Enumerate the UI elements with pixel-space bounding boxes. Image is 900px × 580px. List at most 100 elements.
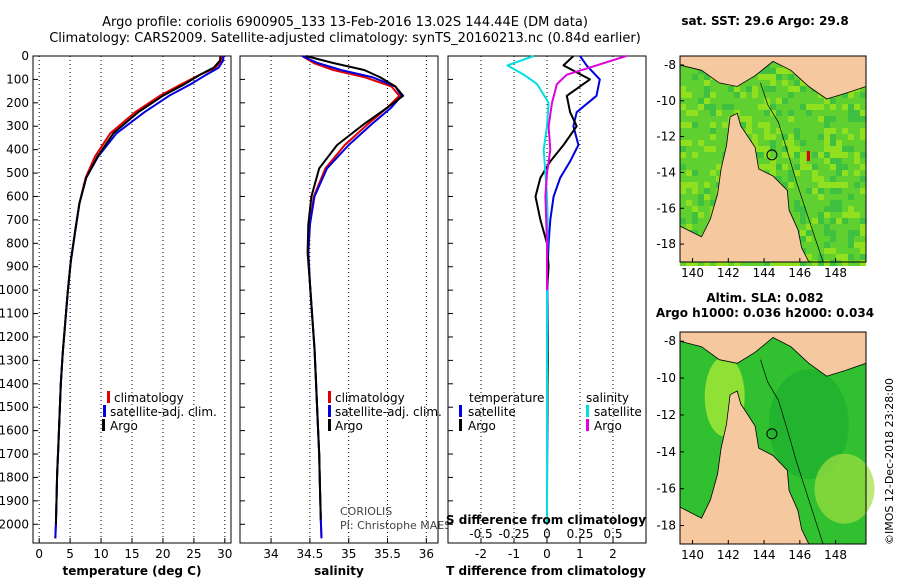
sst-pixel [686, 110, 692, 116]
sst-pixel [848, 200, 854, 206]
map-y-tick-label: -16 [656, 482, 676, 496]
sst-pixel [782, 122, 788, 128]
sst-pixel [812, 140, 818, 146]
sst-pixel [854, 98, 860, 104]
depth-tick-label: 1200 [0, 330, 29, 344]
sst-pixel [842, 212, 848, 218]
sst-pixel [782, 74, 788, 80]
series-line-argo [305, 55, 405, 520]
sst-pixel [716, 92, 722, 98]
sst-pixel [710, 140, 716, 146]
difference-legend: temperature satellite Argo salinity sate… [459, 391, 642, 433]
sst-pixel [842, 242, 848, 248]
sst-pixel [806, 194, 812, 200]
sst-pixel [794, 110, 800, 116]
legend-climatology: climatology [114, 391, 184, 405]
sst-pixel [854, 230, 860, 236]
sst-pixel [824, 164, 830, 170]
sst-pixel [770, 104, 776, 110]
sst-pixel [806, 236, 812, 242]
sst-pixel [716, 170, 722, 176]
sst-pixel [842, 224, 848, 230]
sst-pixel [686, 212, 692, 218]
depth-tick-label: 200 [6, 96, 29, 110]
sst-pixel [698, 146, 704, 152]
sst-highlight-pixel [806, 150, 810, 161]
sst-pixel [818, 164, 824, 170]
sst-pixel [788, 200, 794, 206]
sst-pixel [854, 146, 860, 152]
sst-pixel [686, 170, 692, 176]
sst-pixel [680, 140, 686, 146]
legend-sal-argo: Argo [594, 419, 622, 433]
sst-pixel [716, 104, 722, 110]
sst-pixel [800, 164, 806, 170]
sst-pixel [800, 98, 806, 104]
imos-credit: ©IMOS 12-Dec-2018 23:28:00 [883, 378, 896, 545]
sst-pixel [722, 104, 728, 110]
sst-pixel [806, 98, 812, 104]
sst-pixel [854, 206, 860, 212]
legend-temp-satellite: satellite [468, 405, 516, 419]
sst-pixel [812, 92, 818, 98]
depth-tick-label: 1100 [0, 307, 29, 321]
sst-pixel [710, 176, 716, 182]
depth-tick-label: 400 [6, 143, 29, 157]
top-x-tick-label: -0.25 [498, 527, 529, 541]
sst-pixel [782, 110, 788, 116]
sst-pixel [818, 242, 824, 248]
sst-pixel [830, 200, 836, 206]
sst-pixel [716, 86, 722, 92]
sst-pixel [704, 92, 710, 98]
sst-field [679, 55, 867, 266]
map-y-tick-label: -14 [656, 445, 676, 459]
sst-pixel [692, 128, 698, 134]
sst-pixel [794, 194, 800, 200]
sst-pixel [818, 116, 824, 122]
sst-pixel [698, 176, 704, 182]
sst-pixel [824, 200, 830, 206]
top-x-tick-label: 0 [543, 527, 551, 541]
sst-pixel [758, 74, 764, 80]
salinity-difference-axis: -0.5 -0.25 0 0.25 0.5 [469, 527, 622, 541]
temperature-x-axis: 0 5 10 15 20 25 30 [35, 538, 232, 561]
depth-axis: 0 100 200 300 400 500 600 700 800 900 1000 1100 1200… [0, 49, 29, 531]
sst-pixel [692, 170, 698, 176]
sst-pixel [698, 152, 704, 158]
sst-pixel [794, 122, 800, 128]
sst-pixel [854, 122, 860, 128]
sst-pixel [698, 80, 704, 86]
sst-pixel [800, 86, 806, 92]
sst-pixel [860, 134, 866, 140]
sst-pixel [830, 194, 836, 200]
sst-pixel [800, 224, 806, 230]
sst-pixel [716, 158, 722, 164]
sst-pixel [704, 140, 710, 146]
legend-swatch-sal-argo [586, 419, 589, 431]
sst-pixel [782, 176, 788, 182]
sst-pixel [782, 116, 788, 122]
sst-pixel [752, 110, 758, 116]
sst-pixel [716, 164, 722, 170]
sst-pixel [806, 254, 812, 260]
sst-pixel [770, 62, 776, 68]
sst-pixel [716, 152, 722, 158]
map-y-tick-label: -14 [656, 165, 676, 179]
sst-pixel [800, 176, 806, 182]
sst-pixel [704, 164, 710, 170]
sst-pixel [692, 104, 698, 110]
sst-pixel [842, 236, 848, 242]
sst-pixel [758, 110, 764, 116]
sst-pixel [830, 260, 836, 266]
sst-pixel [776, 116, 782, 122]
sst-pixel [794, 206, 800, 212]
sst-pixel [692, 212, 698, 218]
sst-pixel [848, 110, 854, 116]
sst-pixel [764, 140, 770, 146]
sst-pixel [728, 104, 734, 110]
depth-contour [760, 82, 824, 263]
sst-pixel [704, 188, 710, 194]
sst-pixel [860, 146, 866, 152]
sst-pixel [710, 128, 716, 134]
depth-tick-label: 1300 [0, 353, 29, 367]
